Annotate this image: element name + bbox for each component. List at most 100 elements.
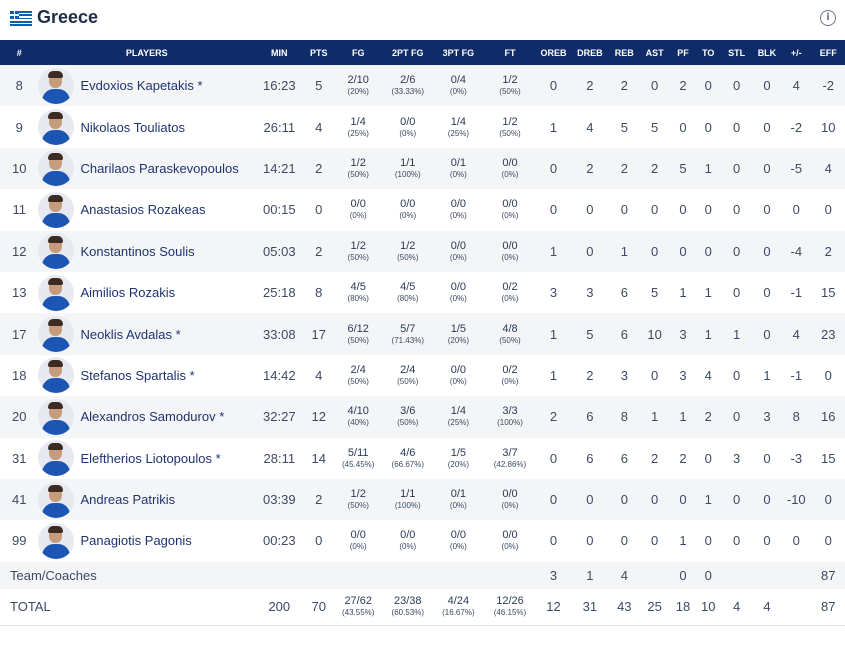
team-coaches-row: Team/Coaches 3 1 4 0 0 87 [0,561,845,589]
stat-reb: 0 [620,492,628,508]
field-goals: 2/4 (50%) [334,355,383,396]
column-header-ast[interactable]: AST [645,47,664,58]
stat-eff: 2 [824,243,832,259]
column-header-oreb[interactable]: OREB [540,47,567,58]
stat-stl: 0 [732,78,741,94]
player-number: 31 [11,450,27,466]
player-name-link[interactable]: Anastasios Rozakeas [80,202,206,218]
field-goals: 1/2 (50%) [334,148,383,189]
team-header: Greece i [0,0,845,40]
three-point-fg: 0/0 (0%) [433,355,484,396]
column-header-eff[interactable]: EFF [819,47,837,58]
total-label: TOTAL [10,599,51,615]
stat-ast: 2 [651,160,659,176]
three-point-fg: 0/1 (0%) [433,479,484,520]
free-throws-made-attempted: 3/7 [502,446,518,459]
field-goals-percentage: (0%) [349,211,367,221]
three-point-fg-percentage: (25%) [447,128,470,138]
column-header-blk[interactable]: BLK [757,47,777,58]
stat-blk: 0 [763,160,771,176]
two-point-fg-made-attempted: 0/0 [400,198,416,211]
minutes: 25:18 [263,285,296,301]
free-throws: 0/0 (0%) [484,148,537,189]
info-icon[interactable]: i [820,10,836,26]
two-point-fg-made-attempted: 2/4 [400,363,416,376]
two-point-fg: 0/0 (0%) [382,189,433,230]
player-cell: Panagiotis Pagonis [38,520,255,561]
column-header-plus-minus[interactable]: +/- [790,47,802,58]
free-throws: 0/0 (0%) [484,189,537,230]
player-name-link[interactable]: Stefanos Spartalis * [80,367,195,383]
three-point-fg-made-attempted: 0/0 [450,529,467,542]
table-row: 18 Stefanos Spartalis * 14:42 4 2/4 (50%) 2/4(… [0,354,845,397]
stat-to: 0 [704,119,712,135]
free-throws-percentage: (50%) [499,128,521,138]
player-name-link[interactable]: Eleftherios Liotopoulos * [80,450,221,466]
column-header-3pt-fg[interactable]: 3PT FG [442,47,475,58]
total-stl: 4 [732,599,741,615]
two-point-fg-made-attempted: 1/1 [400,156,416,169]
free-throws-percentage: (100%) [497,418,523,428]
column-header-pts[interactable]: PTS [309,47,328,58]
two-point-fg-percentage: (66.67%) [391,459,425,469]
field-goals: 1/2 (50%) [334,479,383,520]
table-row: 17 Neoklis Avdalas * 33:08 17 6/12 (50%) 5/7 (7… [0,313,845,355]
player-name-link[interactable]: Aimilios Rozakis [80,285,176,301]
column-header-min[interactable]: MIN [271,47,288,58]
stat-oreb: 0 [549,160,558,176]
field-goals-percentage: (80%) [347,294,369,304]
stat-ast: 0 [651,202,659,218]
column-header-ft[interactable]: FT [504,47,516,58]
field-goals-made-attempted: 0/0 [350,529,366,542]
field-goals: 4/10 (40%) [334,396,383,437]
stat-oreb: 1 [549,119,558,135]
free-throws-made-attempted: 0/2 [502,363,518,376]
stat-ast: 0 [651,243,659,259]
column-header-pf[interactable]: PF [677,47,689,58]
column-header-dreb[interactable]: DREB [577,47,603,58]
free-throws: 0/0 (0%) [484,520,537,561]
player-cell: Stefanos Spartalis * [38,355,255,396]
player-name-link[interactable]: Konstantinos Soulis [80,243,195,259]
two-point-fg: 1/1 (100%) [382,479,433,520]
player-name-link[interactable]: Panagiotis Pagonis [80,533,192,549]
stat-eff: -2 [822,78,834,94]
column-header-players[interactable]: PLAYERS [125,47,168,58]
column-header-2pt-fg[interactable]: 2PT FG [392,47,424,58]
stat-to: 0 [704,567,712,583]
player-name-link[interactable]: Evdoxios Kapetakis * [80,78,203,94]
stat-reb: 2 [620,78,628,94]
stat-to: 1 [704,326,712,342]
column-header-to[interactable]: TO [702,47,715,58]
player-number: 99 [11,533,27,549]
column-header-stl[interactable]: STL [728,47,746,58]
player-name-link[interactable]: Nikolaos Touliatos [80,119,185,135]
player-number: 20 [11,409,27,425]
column-header-reb[interactable]: REB [614,47,634,58]
free-throws-made-attempted: 3/3 [502,405,518,418]
table-row: 20 Alexandros Samodurov * 32:27 12 4/10 (40%)… [0,396,845,438]
player-cell: Nikolaos Touliatos [38,106,255,147]
stat-pm: 0 [792,202,800,218]
two-point-fg-percentage: (50%) [397,376,419,386]
two-point-fg: 4/6 (66.67%) [382,438,433,479]
total-three-point-fg: 4/24 (16.67%) [433,589,484,626]
player-name-link[interactable]: Neoklis Avdalas * [80,326,181,342]
three-point-fg: 1/4 (25%) [433,396,484,437]
stat-to: 4 [704,367,712,383]
stat-blk: 0 [763,78,771,94]
player-name-link[interactable]: Charilaos Paraskevopoulos [80,160,239,176]
player-avatar [38,440,75,477]
stat-to: 1 [704,285,712,301]
stat-eff: 16 [820,409,836,425]
player-cell: Alexandros Samodurov * [38,396,255,437]
column-header-fg[interactable]: FG [351,47,365,58]
player-cell: Neoklis Avdalas * [38,313,255,354]
three-point-fg-percentage: (25%) [447,418,470,428]
column-header-number[interactable]: # [16,47,22,58]
stat-stl: 0 [732,285,741,301]
stat-dreb: 0 [586,243,594,259]
player-name-link[interactable]: Alexandros Samodurov * [80,409,225,425]
player-name-link[interactable]: Andreas Patrikis [80,492,176,508]
stat-eff: 15 [820,285,836,301]
